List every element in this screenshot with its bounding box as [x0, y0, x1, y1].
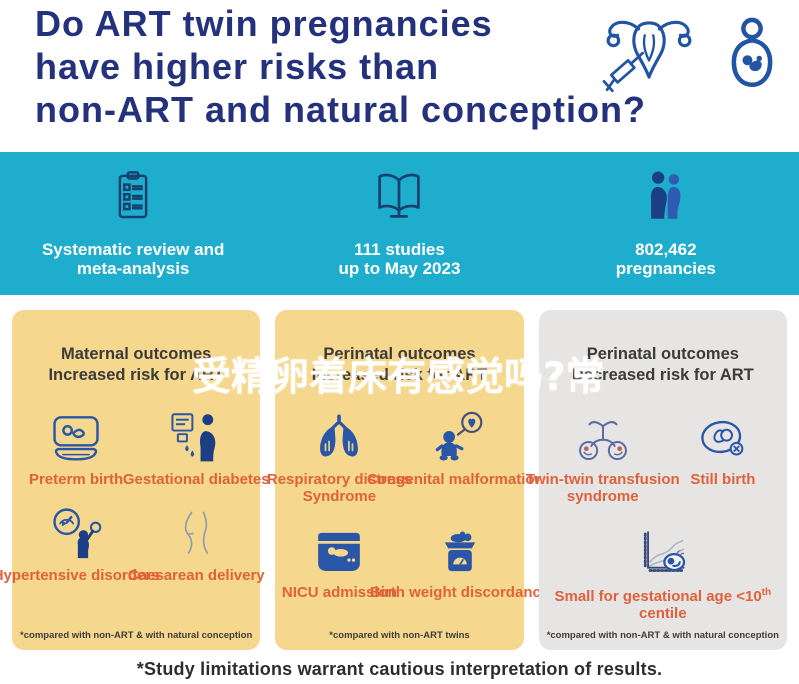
stat-label: 111 studies up to May 2023	[339, 240, 461, 278]
clipboard-checklist-icon	[105, 164, 161, 228]
title-line-3: non-ART and natural conception?	[35, 89, 646, 130]
item-label: Still birth	[690, 471, 756, 488]
card-title: Perinatal outcomes Decreased risk for AR…	[539, 344, 787, 386]
item-preterm-birth: Preterm birth	[16, 406, 136, 488]
birth-weight-scale-icon	[433, 519, 487, 577]
header-icons	[597, 6, 787, 98]
card-items: Preterm birth	[0, 406, 270, 584]
gestational-diabetes-icon	[167, 406, 225, 464]
item-label: Respiratory distress Syndrome	[266, 471, 412, 505]
stat-line: Systematic review and	[41, 240, 225, 259]
header: Do ART twin pregnancies have higher risk…	[0, 0, 799, 152]
stats-band: Systematic review and meta-analysis 111 …	[0, 152, 799, 295]
card-footnote: *compared with non-ART & with natural co…	[546, 630, 779, 641]
card-title-line: Perinatal outcomes	[323, 345, 476, 363]
card-footnote: *compared with non-ART & with natural co…	[20, 630, 253, 641]
stat-studies: 111 studies up to May 2023	[266, 152, 532, 295]
card-items: Twin-twin transfusion syndrome Sti	[526, 406, 783, 622]
card-maternal-outcomes: Maternal outcomes Increased risk for ART	[0, 310, 270, 650]
item-label: Congenital malformations	[367, 471, 553, 488]
stat-line: meta-analysis	[76, 259, 190, 278]
twin-transfusion-icon	[573, 406, 633, 464]
item-congenital-malformations: Congenital malformations	[367, 406, 552, 505]
label-text: centile	[639, 605, 687, 622]
card-title-line: Maternal outcomes	[60, 345, 212, 363]
item-label: Small for gestational age <10th centile	[543, 584, 783, 622]
title-line-1: Do ART twin pregnancies	[35, 3, 493, 44]
stat-label: 802,462 pregnancies	[616, 240, 716, 278]
page-title: Do ART twin pregnancies have higher risk…	[35, 2, 646, 131]
ivf-uterus-syringe-icon	[597, 8, 701, 96]
item-label: Caesarean delivery	[127, 567, 265, 584]
title-line-2: have higher risks than	[35, 46, 440, 87]
item-twin-twin-transfusion: Twin-twin transfusion syndrome	[526, 406, 680, 505]
item-label: Preterm birth	[28, 471, 124, 488]
nicu-incubator-icon	[310, 519, 368, 577]
card-title-line: Perinatal outcomes	[586, 345, 739, 363]
caesarean-torso-icon	[172, 502, 220, 560]
card-title-line: Increased risk for ART	[311, 366, 488, 384]
study-limitations-note: *Study limitations warrant cautious inte…	[136, 659, 663, 679]
pregnant-fetus-icon	[723, 16, 781, 90]
item-nicu-admission: NICU admission	[279, 519, 399, 601]
lungs-icon	[310, 406, 368, 464]
item-label: Birth weight discordance	[369, 584, 550, 601]
card-title-line: Decreased risk for ART	[571, 366, 754, 384]
item-label: NICU admission	[281, 584, 397, 601]
item-still-birth: Still birth	[663, 406, 783, 505]
item-caesarean-delivery: Caesarean delivery	[128, 502, 265, 584]
preterm-incubator-icon	[46, 406, 106, 464]
card-items: Respiratory distress Syndrome	[267, 406, 552, 601]
item-birth-weight-discordance: Birth weight discordance	[370, 519, 549, 601]
growth-chart-fetus-icon	[631, 519, 695, 577]
card-footnote: *compared with non-ART twins	[329, 630, 470, 641]
stat-line: up to May 2023	[338, 259, 461, 278]
item-small-for-gestational-age: Small for gestational age <10th centile	[543, 519, 783, 622]
card-perinatal-decreased: Perinatal outcomes Decreased risk for AR…	[526, 310, 787, 650]
item-hypertensive-disorders: Hypertensive disorders	[0, 502, 159, 584]
stat-pregnancies: 802,462 pregnancies	[533, 152, 799, 295]
label-superscript: th	[761, 587, 772, 598]
item-gestational-diabetes: Gestational diabetes	[123, 406, 270, 488]
item-label: Hypertensive disorders	[0, 567, 160, 584]
card-title: Maternal outcomes Increased risk for ART	[12, 344, 260, 386]
hypertension-gauge-icon	[46, 502, 106, 560]
card-title-line: Increased risk for ART	[48, 366, 224, 384]
stat-label: Systematic review and meta-analysis	[42, 240, 224, 278]
open-book-icon	[367, 164, 431, 228]
item-label: Gestational diabetes	[122, 471, 270, 488]
item-label: Twin-twin transfusion syndrome	[525, 471, 680, 505]
congenital-malformations-icon	[431, 406, 489, 464]
label-text: Small for gestational age <10	[554, 588, 762, 605]
stat-systematic-review: Systematic review and meta-analysis	[0, 152, 266, 295]
pregnant-couple-icon	[638, 164, 694, 228]
card-title: Perinatal outcomes Increased risk for AR…	[275, 344, 523, 386]
stat-line: pregnancies	[615, 259, 716, 278]
item-respiratory-distress: Respiratory distress Syndrome	[267, 406, 412, 505]
card-perinatal-increased: Perinatal outcomes Increased risk for AR…	[267, 310, 552, 650]
outcome-cards: Maternal outcomes Increased risk for ART	[0, 310, 787, 650]
stat-line: 111 studies	[354, 240, 445, 259]
still-birth-icon	[693, 406, 753, 464]
stat-line: 802,462	[635, 240, 697, 259]
